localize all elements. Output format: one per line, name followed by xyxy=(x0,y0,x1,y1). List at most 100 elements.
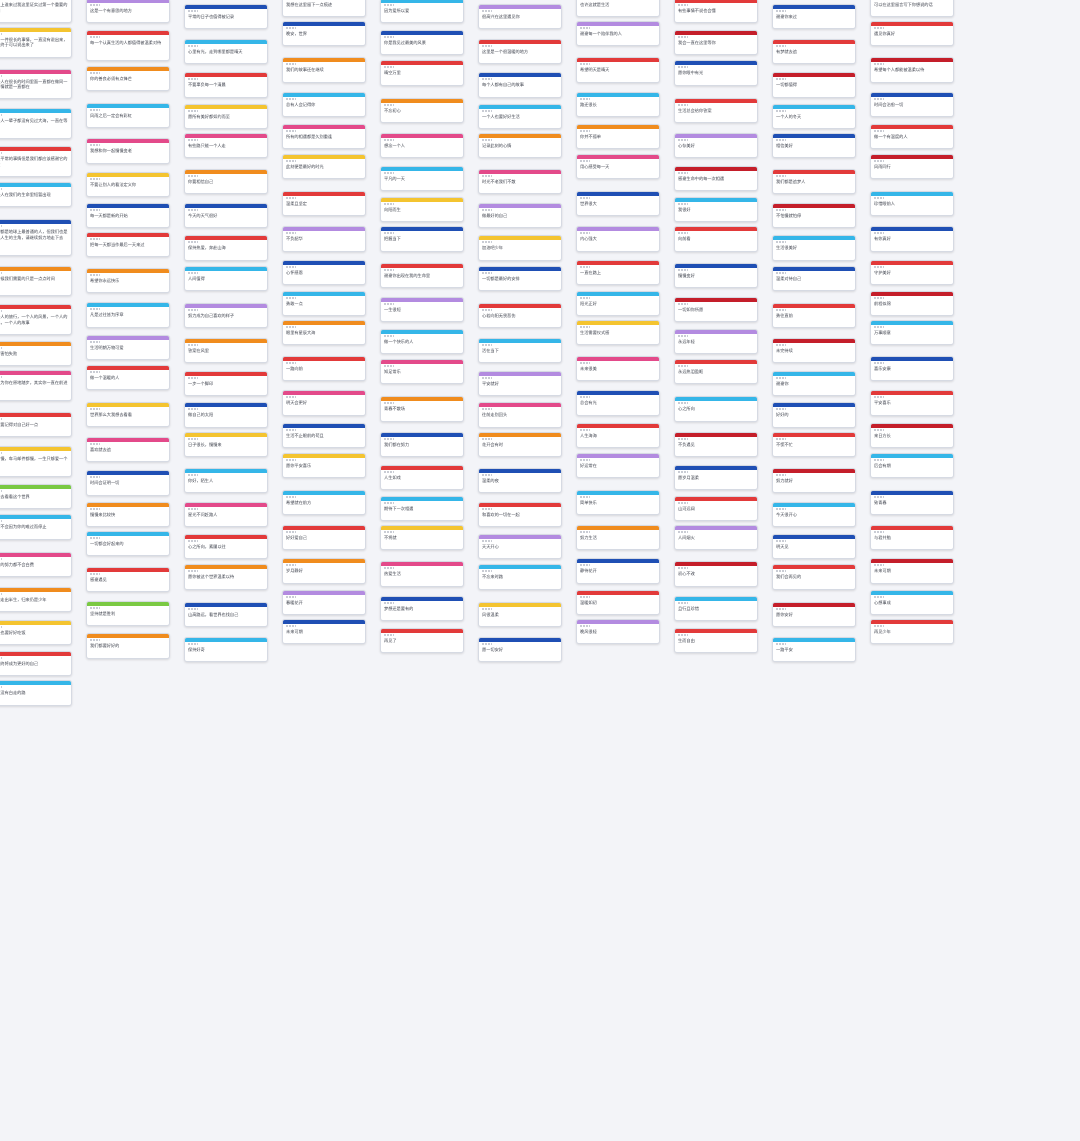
message-card[interactable]: 温柔且坚定 xyxy=(282,191,366,217)
message-card[interactable]: 知足常乐 xyxy=(380,359,464,385)
message-card[interactable]: 人生海海 xyxy=(576,422,660,448)
message-card[interactable]: 愿岁月温柔 xyxy=(674,464,758,490)
message-card[interactable]: 我会一直在这里等你 xyxy=(674,30,758,56)
message-card[interactable]: 一个人在很长的时间里面一直都在做同一件事情就是一直都在 xyxy=(0,68,72,100)
message-card[interactable]: 你要相信自己 xyxy=(184,169,268,195)
message-card[interactable]: 不负韶华 xyxy=(282,226,366,252)
message-card[interactable]: 时间会治愈一切 xyxy=(870,91,954,117)
message-card[interactable]: 希望明天是晴天 xyxy=(576,57,660,83)
message-card[interactable]: 热爱生活 xyxy=(380,561,464,587)
message-card[interactable]: 生活很美好 xyxy=(772,235,856,261)
message-card[interactable]: 我想在这里留下一点痕迹 xyxy=(282,0,366,18)
message-card[interactable]: 不怕慢就怕停 xyxy=(772,203,856,229)
message-card[interactable]: 你以为你在原地踏步，其实你一直在前进 xyxy=(0,370,72,402)
message-card[interactable]: 再见了 xyxy=(380,627,464,653)
message-card[interactable]: 初心不改 xyxy=(674,561,758,587)
message-card[interactable]: 风雨同行 xyxy=(870,154,954,180)
message-card[interactable]: 未来可期 xyxy=(282,618,366,644)
message-card[interactable]: 努力成为自己喜欢的样子 xyxy=(184,302,268,328)
message-card[interactable]: 有些路只能一个人走 xyxy=(184,132,268,158)
message-card[interactable]: 路还很长 xyxy=(576,91,660,117)
message-card[interactable]: 明天会更好 xyxy=(282,390,366,416)
message-card[interactable]: 好好的 xyxy=(772,402,856,428)
message-card[interactable]: 勇敢一点 xyxy=(282,290,366,316)
message-card[interactable]: 眼里有星辰大海 xyxy=(282,320,366,346)
message-card[interactable]: 向阳而生 xyxy=(380,197,464,223)
message-card[interactable]: 不将就 xyxy=(380,525,464,551)
message-card[interactable]: 今天很开心 xyxy=(772,502,856,528)
message-card[interactable]: 万事顺意 xyxy=(870,320,954,346)
message-card[interactable]: 做最好的自己 xyxy=(478,203,562,229)
message-card[interactable]: 生活需要仪式感 xyxy=(576,320,660,346)
message-card[interactable]: 时光不老我们不散 xyxy=(478,169,562,195)
message-card[interactable]: 有时候我们需要的只是一点点时间 xyxy=(0,265,72,297)
message-card[interactable]: 这是平常的事情但是我们都应该感谢它的存在 xyxy=(0,146,72,177)
message-card[interactable]: 谢谢你出现在我的生命里 xyxy=(380,262,464,288)
message-card[interactable]: 感谢遇见 xyxy=(86,567,170,593)
message-card[interactable]: 心之所向，素履以往 xyxy=(184,534,268,560)
message-card[interactable]: 谢谢你来过 xyxy=(772,4,856,30)
message-card[interactable]: 有些人在我们的生命里短暂出现 xyxy=(0,182,72,208)
message-card[interactable]: 今天的天气很好 xyxy=(184,203,268,229)
message-card[interactable]: 来日方长 xyxy=(870,422,954,448)
message-card[interactable]: 风雨之后一定会有彩虹 xyxy=(86,103,170,129)
message-card[interactable]: 不忘来时路 xyxy=(478,564,562,590)
message-card[interactable]: 一切如你所愿 xyxy=(674,296,758,322)
message-card[interactable]: 平安就好 xyxy=(478,371,562,397)
message-card[interactable]: 努力生活 xyxy=(576,525,660,551)
message-card[interactable]: 不要害怕失败 xyxy=(0,341,72,367)
message-card[interactable]: 今天也要好好吃饭 xyxy=(0,620,72,646)
message-card[interactable]: 一路平安 xyxy=(772,636,856,662)
message-card[interactable]: 守护美好 xyxy=(870,259,954,285)
message-card[interactable]: 愿你平安喜乐 xyxy=(282,452,366,478)
message-card[interactable]: 有些事情不说也会懂 xyxy=(674,0,758,24)
message-card[interactable]: 总会有光 xyxy=(576,390,660,416)
message-card[interactable]: 静待花开 xyxy=(576,558,660,584)
message-card[interactable]: 一个人也要好好生活 xyxy=(478,103,562,129)
message-card[interactable]: 你的善良必须有点锋芒 xyxy=(86,66,170,92)
message-card[interactable]: 做一个快乐的人 xyxy=(380,329,464,355)
message-card[interactable]: 我们的故事还在继续 xyxy=(282,57,366,83)
message-card[interactable]: 一直在路上 xyxy=(576,259,660,285)
message-card[interactable]: 加油吧少年 xyxy=(478,235,562,261)
message-card[interactable]: 且行且珍惜 xyxy=(674,595,758,621)
message-card[interactable]: 未来很美 xyxy=(576,356,660,382)
message-card[interactable]: 做了一件很长的事情，一直没有说出来，今天终于可以说出来了 xyxy=(0,26,72,58)
message-card[interactable]: 山河远阔 xyxy=(674,496,758,522)
message-card[interactable]: 勇往直前 xyxy=(772,302,856,328)
message-card[interactable]: 因为爱所以爱 xyxy=(380,0,464,24)
message-card[interactable]: 你并不孤单 xyxy=(576,123,660,149)
message-card[interactable]: 珍惜眼前人 xyxy=(870,191,954,217)
message-card[interactable]: 慢慢来比较快 xyxy=(86,501,170,527)
message-card[interactable]: 日子很长，慢慢来 xyxy=(184,431,268,457)
message-card[interactable]: 好好爱自己 xyxy=(282,525,366,551)
message-card[interactable]: 我们都是追梦人 xyxy=(772,169,856,195)
message-card[interactable]: 谢谢每一个陪伴我的人 xyxy=(576,21,660,47)
message-card[interactable]: 风很温柔 xyxy=(478,601,562,627)
message-card[interactable]: 做自己的太阳 xyxy=(184,402,268,428)
message-card[interactable]: 心里有光，走到哪里都是晴天 xyxy=(184,39,268,65)
message-card[interactable]: 所有的相遇都是久别重逢 xyxy=(282,123,366,149)
message-card[interactable]: 愿你安好 xyxy=(772,601,856,627)
message-card[interactable]: 青春不散场 xyxy=(380,396,464,422)
message-card[interactable]: 我们都要好好的 xyxy=(86,633,170,659)
message-card[interactable]: 喜乐安康 xyxy=(870,356,954,382)
message-card[interactable]: 山高路远，看世界也找自己 xyxy=(184,601,268,627)
message-card[interactable]: 不要辜负每一个清晨 xyxy=(184,72,268,98)
message-card[interactable]: 所有的努力都不会白费 xyxy=(0,551,72,577)
message-card[interactable]: 往前走别回头 xyxy=(478,402,562,428)
message-card[interactable]: 世界很大 xyxy=(576,191,660,217)
message-card[interactable]: 做一个温暖的人 xyxy=(86,364,170,390)
message-card[interactable]: 感谢生命中的每一次相遇 xyxy=(674,166,758,192)
message-card[interactable]: 这是一个有意思的地方 xyxy=(86,0,170,24)
message-card[interactable]: 愿所有美好都如约而至 xyxy=(184,103,268,129)
message-card[interactable]: 温暖如初 xyxy=(576,589,660,615)
message-card[interactable]: 再见少年 xyxy=(870,618,954,644)
message-card[interactable]: 坚持就是胜利 xyxy=(86,601,170,627)
message-card[interactable]: 希望每个人都能被温柔以待 xyxy=(870,57,954,83)
message-card[interactable]: 愿你走出半生，归来仍是少年 xyxy=(0,586,72,612)
message-card[interactable]: 活在当下 xyxy=(478,338,562,364)
message-card[interactable]: 从前慢，车马邮件都慢，一生只够爱一个人 xyxy=(0,446,72,478)
message-card[interactable]: 平常的日子也值得被记录 xyxy=(184,4,268,30)
message-card[interactable]: 可以在这里留言写下你想说的话 xyxy=(870,0,954,18)
